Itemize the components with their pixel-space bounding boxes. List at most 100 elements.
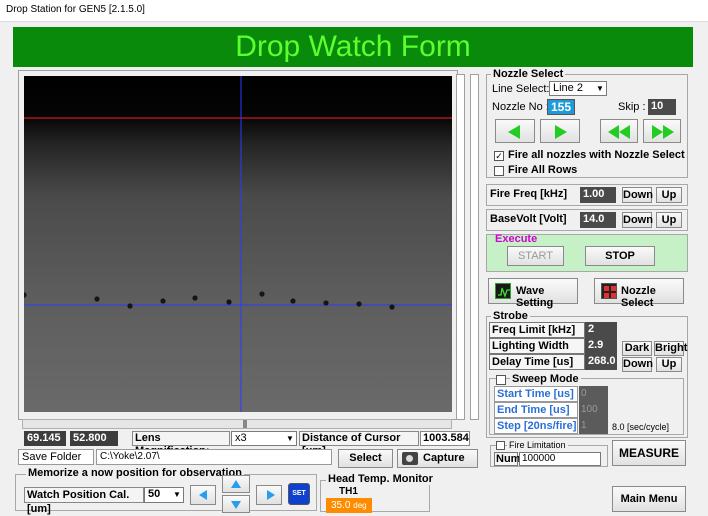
skip-value: 10	[651, 100, 664, 112]
watch-down-button[interactable]	[222, 495, 250, 513]
arrow-right-icon	[555, 125, 567, 139]
watch-right-button[interactable]	[256, 485, 282, 505]
fire-freq-down-button[interactable]: Down	[622, 187, 653, 203]
chevron-down-icon: ▼	[596, 84, 604, 93]
memorize-title: Memorize a now position for observation	[26, 467, 244, 479]
execute-label: Execute	[495, 233, 538, 245]
sweep-mode-checkbox[interactable]	[496, 375, 506, 385]
head-temp-channel: TH1	[339, 486, 358, 497]
end-time-value: 100	[581, 404, 598, 415]
chevron-down-icon: ▼	[173, 490, 181, 499]
vertical-slider-left[interactable]	[456, 74, 465, 420]
camera-overlay	[24, 76, 452, 412]
watch-left-button[interactable]	[190, 485, 216, 505]
wave-setting-label: Wave Setting	[516, 285, 554, 309]
stop-button[interactable]: STOP	[585, 246, 655, 266]
step-label: Step [20ns/fire]	[494, 418, 578, 434]
watch-up-button[interactable]	[222, 475, 250, 493]
fire-all-nozzles-checkbox[interactable]: ✓	[494, 151, 504, 161]
step-field[interactable]: 1	[579, 418, 608, 434]
camera-view[interactable]	[24, 76, 452, 412]
line-select-value: Line 2	[553, 82, 583, 94]
head-temp-unit: deg	[353, 501, 367, 510]
fire-freq-label: Fire Freq [kHz]	[490, 188, 568, 200]
watch-position-dropdown[interactable]: 50 ▼	[144, 487, 184, 503]
delay-time-value: 268.0	[588, 355, 616, 367]
fire-freq-field[interactable]: 1.00	[580, 187, 616, 203]
bright-button[interactable]: Bright	[654, 341, 688, 356]
main-menu-button[interactable]: Main Menu	[612, 486, 686, 512]
arrow-right-icon	[267, 490, 275, 500]
start-button[interactable]: START	[507, 246, 564, 266]
base-volt-field[interactable]: 14.0	[580, 212, 616, 228]
banner-title: Drop Watch Form	[235, 30, 471, 63]
arrow-left-icon	[199, 490, 207, 500]
lens-magnification-value: x3	[235, 432, 247, 444]
droplet	[192, 295, 198, 301]
coord-x-display: 69.145	[24, 431, 66, 446]
start-time-field[interactable]: 0	[579, 386, 608, 402]
sweep-mode-group	[489, 378, 684, 435]
fast-forward-icon-2	[663, 125, 674, 139]
head-temp-title: Head Temp. Monitor	[326, 473, 435, 485]
fire-limitation-checkbox[interactable]	[496, 441, 505, 450]
arrow-down-icon	[231, 501, 241, 509]
skip-label: Skip :	[618, 101, 646, 113]
horizontal-scrollbar[interactable]	[22, 419, 452, 429]
line-select-label: Line Select:	[492, 83, 550, 95]
fire-freq-value: 1.00	[583, 188, 605, 200]
nozzle-select-button[interactable]: Nozzle Select	[594, 278, 684, 309]
end-time-label: End Time [us]	[494, 402, 578, 418]
capture-button[interactable]: Capture	[397, 449, 478, 468]
head-temp-readout: 35.0 deg	[326, 498, 372, 513]
fire-freq-up-button[interactable]: Up	[656, 187, 682, 203]
waveform-icon	[495, 283, 511, 299]
fast-previous-button[interactable]	[600, 119, 638, 143]
delay-up-button[interactable]: Up	[656, 357, 682, 372]
vertical-slider-right[interactable]	[470, 74, 479, 420]
droplets	[24, 291, 395, 310]
nozzle-no-field[interactable]: 155	[547, 99, 575, 115]
dark-button[interactable]: Dark	[622, 341, 652, 356]
line-select-dropdown[interactable]: Line 2 ▼	[549, 81, 607, 96]
fire-all-rows-checkbox[interactable]	[494, 166, 504, 176]
wave-setting-button[interactable]: Wave Setting	[488, 278, 578, 309]
base-volt-up-button[interactable]: Up	[656, 212, 682, 228]
base-volt-label: BaseVolt [Volt]	[490, 213, 567, 225]
select-folder-button[interactable]: Select	[338, 449, 393, 468]
coord-y-display: 52.800	[70, 431, 118, 446]
lighting-width-label: Lighting Width [us]	[489, 338, 585, 366]
droplet	[94, 296, 100, 302]
next-nozzle-button[interactable]	[540, 119, 580, 143]
lens-label-box: Lens Magnification:	[132, 431, 230, 457]
base-volt-value: 14.0	[583, 213, 605, 225]
form-banner: Drop Watch Form	[13, 27, 693, 67]
droplet	[290, 298, 296, 304]
set-label: SET	[292, 490, 306, 497]
measure-button[interactable]: MEASURE	[612, 440, 686, 466]
previous-nozzle-button[interactable]	[495, 119, 535, 143]
save-folder-path[interactable]: C:\Yoke\2.07\	[96, 449, 332, 465]
start-time-value: 0	[581, 388, 587, 399]
set-button[interactable]: SET	[288, 483, 310, 505]
end-time-field[interactable]: 100	[579, 402, 608, 418]
delay-time-field[interactable]: 268.0	[585, 354, 617, 370]
lighting-width-field[interactable]: 2.9	[585, 338, 617, 354]
delay-down-button[interactable]: Down	[622, 357, 653, 372]
base-volt-down-button[interactable]: Down	[622, 212, 653, 228]
num-input[interactable]: 100000	[519, 452, 601, 466]
arrow-left-icon	[508, 125, 520, 139]
coord-y-value: 52.800	[73, 432, 107, 444]
sweep-rate-text: 8.0 [sec/cycle]	[612, 422, 670, 432]
base-volt-row	[486, 209, 688, 231]
distance-value-box: 1003.584	[420, 431, 470, 446]
fast-rewind-icon-2	[619, 125, 630, 139]
fire-freq-row	[486, 184, 688, 206]
lens-magnification-dropdown[interactable]: x3 ▼	[231, 431, 297, 446]
distance-label-box: Distance of Cursor [um]	[299, 431, 419, 457]
scrollbar-thumb[interactable]	[243, 420, 247, 428]
skip-field[interactable]: 10	[648, 99, 676, 115]
fast-next-button[interactable]	[643, 119, 681, 143]
fast-rewind-icon	[608, 125, 619, 139]
freq-limit-field[interactable]: 2	[585, 322, 617, 338]
